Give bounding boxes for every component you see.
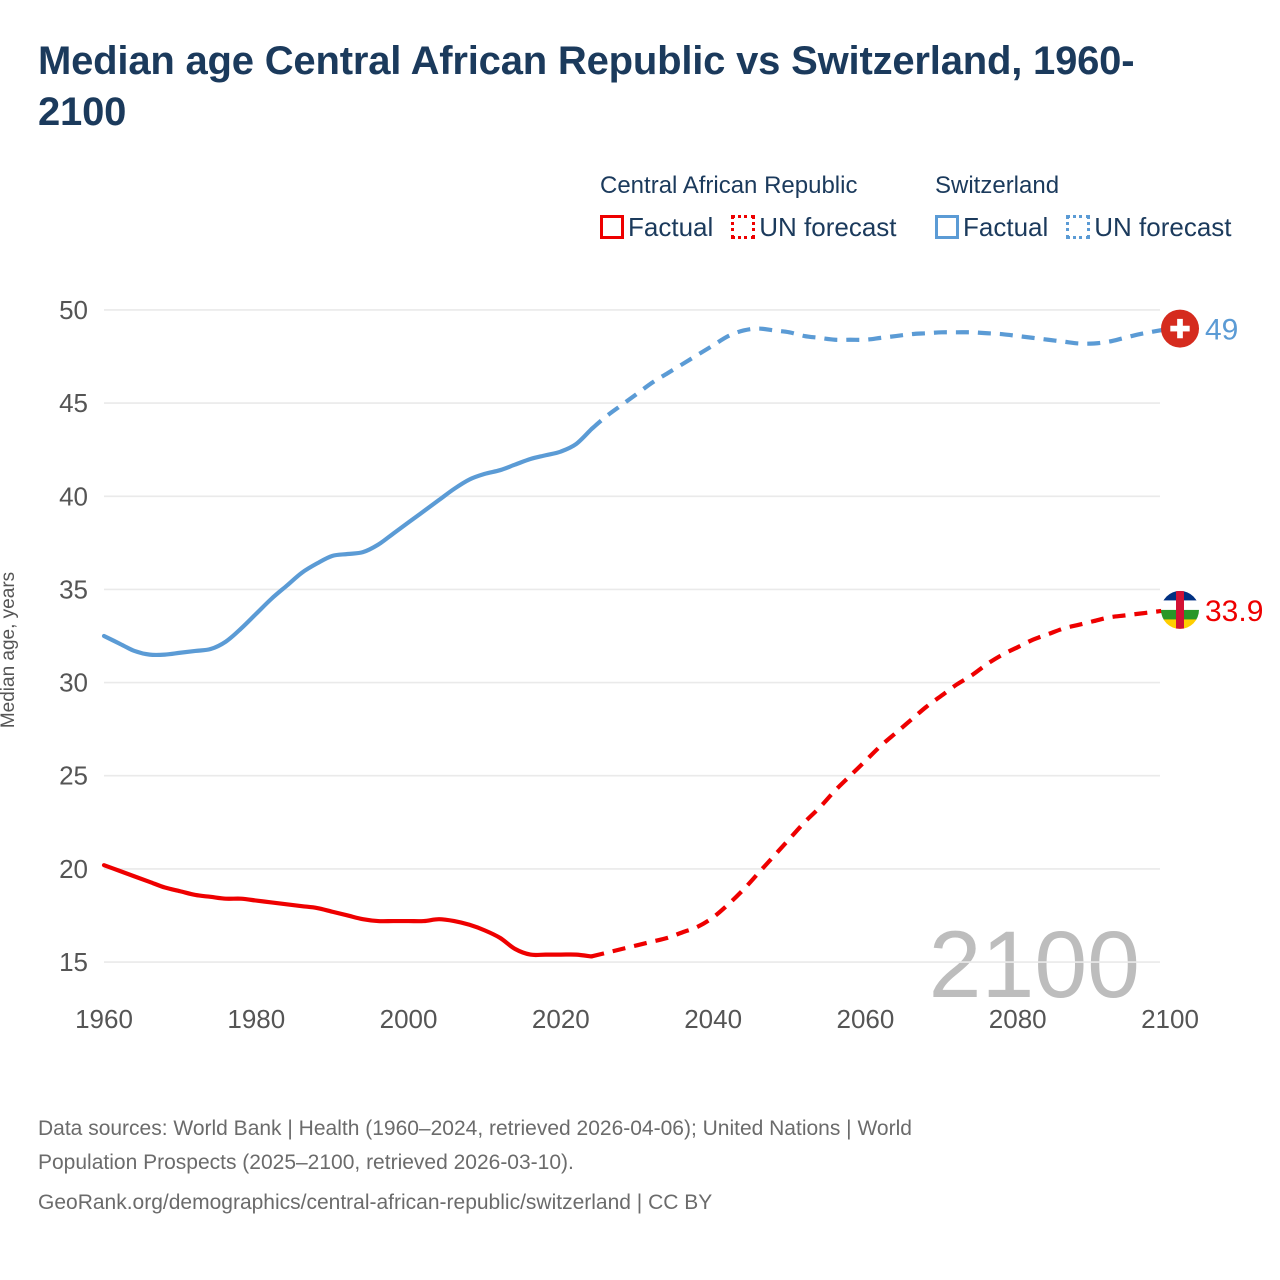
legend-group-title-car: Central African Republic	[600, 172, 858, 199]
line-chart: 2100 15 20 25 30 35 40 45 50 1960 1980 2000 2020 20…	[0, 270, 1280, 1030]
year-watermark: 2100	[929, 912, 1140, 1018]
endpoint-value-switzerland: 49	[1205, 314, 1238, 347]
series-line-forecast-central-african-republic	[590, 607, 1171, 959]
page-title: Median age Central African Republic vs S…	[38, 39, 1135, 135]
legend-item-switzerland-factual[interactable]: Factual	[935, 212, 1048, 243]
y-axis-ticks: 15 20 25 30 35 40 45 50	[59, 295, 88, 977]
legend-group-switzerland: Switzerland Factual UN forecast	[935, 172, 1255, 243]
x-tick-label: 2060	[837, 1004, 895, 1030]
legend-label-switzerland-forecast: UN forecast	[1094, 211, 1232, 242]
y-tick-label: 50	[59, 295, 88, 325]
series-endpoints: 49 33.9	[1161, 309, 1263, 629]
y-tick-label: 25	[59, 761, 88, 791]
x-tick-label: 2040	[684, 1004, 742, 1030]
watermark-layer: 2100	[929, 912, 1140, 1018]
legend-swatch-dotted-icon	[731, 215, 756, 240]
y-tick-label: 40	[59, 481, 88, 511]
y-tick-label: 20	[59, 854, 88, 884]
legend-swatch-solid-icon	[935, 215, 959, 240]
x-tick-label: 2100	[1141, 1004, 1199, 1030]
legend-swatch-dotted-icon	[1066, 215, 1091, 240]
x-tick-label: 2080	[989, 1004, 1047, 1030]
series-lines	[101, 326, 1171, 959]
legend-label-switzerland-factual: Factual	[963, 211, 1049, 242]
x-tick-label: 2000	[380, 1004, 438, 1030]
legend-item-switzerland-forecast[interactable]: UN forecast	[1066, 211, 1232, 243]
central-african-republic-flag-icon	[1161, 590, 1199, 629]
legend-label-car-factual: Factual	[628, 211, 714, 242]
x-tick-label: 1980	[227, 1004, 285, 1030]
y-tick-label: 45	[59, 388, 88, 418]
legend-label-car-forecast: UN forecast	[759, 211, 897, 242]
chart-legend: Central African Republic Factual UN fore…	[600, 172, 1260, 243]
x-axis-ticks: 1960 1980 2000 2020 2040 2060 2080 2100	[75, 1004, 1199, 1030]
legend-swatch-solid-icon	[600, 215, 624, 240]
legend-item-car-forecast[interactable]: UN forecast	[731, 211, 897, 243]
legend-group-central-african-republic: Central African Republic Factual UN fore…	[600, 172, 935, 243]
footer-sources-line-1: Data sources: World Bank | Health (1960–…	[38, 1117, 912, 1140]
switzerland-flag-icon	[1161, 309, 1199, 348]
endpoint-value-central-african-republic: 33.9	[1205, 595, 1263, 628]
footer-sources-line-2: Population Prospects (2025–2100, retriev…	[38, 1151, 574, 1175]
series-line-forecast-switzerland	[589, 326, 1171, 431]
y-tick-label: 15	[59, 947, 88, 977]
chart-footer: Data sources: World Bank | Health (1960–…	[38, 1112, 1238, 1220]
legend-item-car-factual[interactable]: Factual	[600, 212, 713, 243]
series-line-factual-central-african-republic	[101, 863, 594, 959]
x-tick-label: 1960	[75, 1004, 133, 1030]
x-tick-label: 2020	[532, 1004, 590, 1030]
series-line-factual-switzerland	[101, 427, 594, 658]
legend-group-title-switzerland: Switzerland	[935, 172, 1060, 199]
gridlines	[104, 309, 1160, 963]
chart-svg: 2100 15 20 25 30 35 40 45 50 1960 1980 2000 2020 20…	[59, 295, 1263, 1030]
footer-attribution[interactable]: GeoRank.org/demographics/central-african…	[38, 1191, 713, 1215]
y-tick-label: 35	[59, 574, 88, 604]
y-tick-label: 30	[59, 668, 88, 698]
